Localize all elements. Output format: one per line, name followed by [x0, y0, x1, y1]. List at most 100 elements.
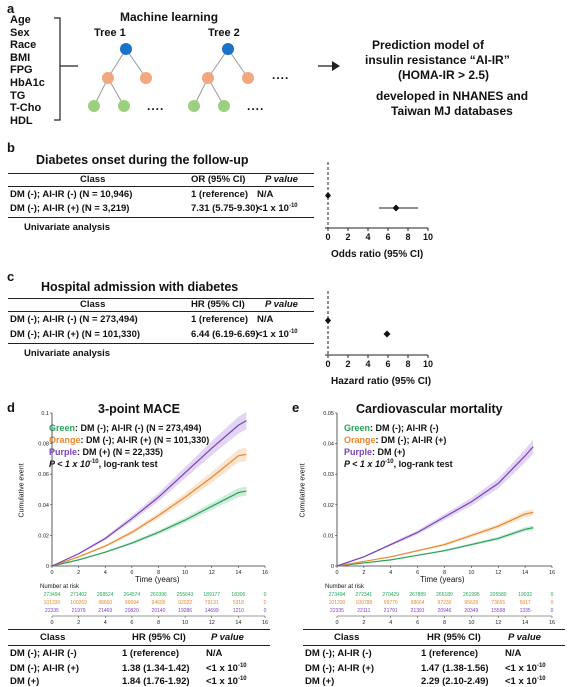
- risk-value: 22335: [45, 608, 59, 614]
- tree1-leaf: [118, 100, 130, 112]
- x-tick-label: 0: [50, 570, 53, 576]
- reference-marker: [325, 317, 331, 324]
- x-tick-label: 4: [389, 570, 392, 576]
- risk-value: 189177: [203, 592, 220, 598]
- tree1-leaf: [88, 100, 100, 112]
- risk-value: 255643: [177, 592, 194, 598]
- y-tick-label: 0.02: [323, 503, 334, 509]
- variable-item: HbA1c: [10, 76, 45, 89]
- risk-value: 73655: [491, 600, 505, 606]
- risk-value: 96694: [125, 600, 139, 606]
- table-rule-top: [8, 173, 314, 174]
- tree1-root-node: [120, 43, 132, 55]
- tick-label: 6: [385, 359, 390, 369]
- series-line: [51, 420, 247, 567]
- variable-item: T-Cho: [10, 102, 42, 115]
- risk-axis-label: 0: [335, 620, 338, 626]
- logrank-text: P < 1 x 10-10, log-rank test: [49, 459, 158, 469]
- row-p: <1 x 10-10: [206, 676, 247, 687]
- risk-value: 1335: [520, 608, 531, 614]
- row-class: DM (-); AI-IR (+) (N = 101,330): [10, 329, 141, 340]
- row-stat: 7.31 (5.75-9.30): [191, 203, 259, 214]
- header-stat: HR (95% CI): [427, 632, 481, 643]
- panel-a-label: a: [7, 1, 15, 16]
- series-line: [336, 527, 534, 567]
- risk-value: 20140: [152, 608, 166, 614]
- legend-purple: Purple: DM (+): [344, 447, 406, 457]
- forest-ticks: 0 2 4 6 8 10: [325, 228, 433, 242]
- risk-value: 0: [551, 600, 554, 606]
- risk-value: 100269: [70, 600, 87, 606]
- tick-label: 8: [405, 232, 410, 242]
- row-class: DM (-); AI-IR (-): [305, 648, 372, 659]
- risk-value: 95626: [464, 600, 478, 606]
- variable-item: Age: [10, 14, 31, 26]
- tree2-leaf: [188, 100, 200, 112]
- table-rule-bottom: [8, 343, 314, 344]
- risk-axis-label: 16: [549, 620, 555, 626]
- risk-value: 0: [264, 608, 267, 614]
- row-p: <1 x 10-10: [257, 329, 298, 341]
- y-tick-label: 0.06: [38, 472, 49, 478]
- risk-axis-label: 14: [522, 620, 528, 626]
- row-class: DM (-); AI-IR (-): [10, 648, 77, 659]
- y-tick-label: 0: [331, 564, 334, 570]
- variable-item: TG: [10, 89, 26, 102]
- x-tick-label: 14: [235, 570, 241, 576]
- risk-value: 265189: [436, 592, 453, 598]
- risk-axis-label: 16: [262, 620, 268, 626]
- variable-item: BMI: [10, 51, 31, 64]
- series-line: [336, 511, 534, 567]
- ci-band: [52, 486, 247, 566]
- row-stat: 1.38 (1.34-1.42): [122, 663, 190, 674]
- y-tick-label: 0.04: [38, 503, 49, 509]
- x-tick-label: 8: [443, 570, 446, 576]
- risk-axis-label: 4: [389, 620, 392, 626]
- risk-axis-label: 6: [130, 620, 133, 626]
- table-rule-mid: [303, 645, 565, 646]
- risk-axis-label: 8: [157, 620, 160, 626]
- row-class: DM (+): [10, 676, 40, 687]
- header-class: Class: [334, 632, 360, 643]
- header-class: Class: [80, 299, 106, 310]
- row-p: N/A: [505, 648, 522, 659]
- y-tick-label: 0: [46, 564, 49, 570]
- risk-axis-label: 10: [182, 620, 188, 626]
- y-tick-label: 0.04: [323, 442, 334, 448]
- developed-1: developed in NHANES and: [376, 89, 529, 103]
- y-tick-label: 0.01: [323, 533, 334, 539]
- risk-value: 22111: [357, 608, 370, 614]
- risk-value: 272341: [356, 592, 373, 598]
- risk-value: 21391: [411, 608, 425, 614]
- panel-c-title: Hospital admission with diabetes: [41, 280, 239, 294]
- risk-axis-label: 12: [209, 620, 215, 626]
- table-rule-mid: [8, 311, 314, 312]
- tick-label: 2: [345, 232, 350, 242]
- panel-d-label: d: [7, 400, 15, 415]
- x-tick-label: 16: [549, 570, 555, 576]
- series-line: [51, 453, 247, 567]
- tree1-node: [102, 72, 114, 84]
- variable-item: Sex: [10, 26, 30, 39]
- risk-value: 79131: [205, 600, 219, 606]
- risk-axis-label: 12: [495, 620, 501, 626]
- y-tick-label: 0.08: [38, 442, 49, 448]
- y-tick-label: 0.05: [323, 411, 334, 417]
- y-tick-label: 0.1: [41, 411, 49, 417]
- x-tick-label: 2: [77, 570, 80, 576]
- x-tick-label: 12: [495, 570, 501, 576]
- forest-axis-label: Odds ratio (95% CI): [331, 249, 424, 260]
- risk-value: 22335: [330, 608, 344, 614]
- risk-value: 205580: [490, 592, 507, 598]
- univariate-note: Univariate analysis: [24, 222, 111, 233]
- row-class: DM (-); AI-IR (+): [305, 663, 375, 674]
- x-tick-label: 16: [262, 570, 268, 576]
- variable-list: Age Sex Race BMI FPG HbA1c TG T-Cho HDL: [10, 14, 45, 127]
- risk-value: 264574: [124, 592, 141, 598]
- estimate-marker: [383, 330, 391, 338]
- series-line: [336, 446, 534, 567]
- risk-value: 273494: [44, 592, 61, 598]
- ci-band: [52, 447, 247, 566]
- model-title-1: Prediction model of: [372, 38, 485, 52]
